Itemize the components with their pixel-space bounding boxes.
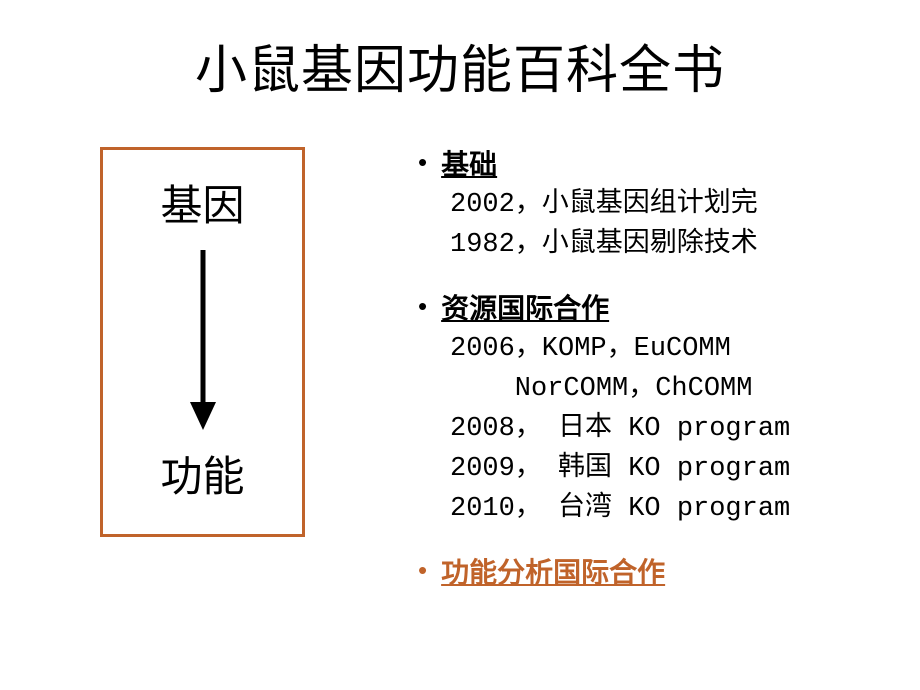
bullet-head: • 基础 (418, 143, 880, 183)
bullet-dot-icon: • (418, 287, 427, 325)
box-bottom-label: 功能 (160, 443, 244, 504)
bullet-lines: 2006，KOMP，EuCOMM NorCOMM，ChCOMM 2008， 日本… (418, 329, 880, 529)
bullet-column: • 基础 2002，小鼠基因组计划完 1982，小鼠基因剔除技术 • 资源国际合… (370, 139, 880, 613)
bullet-line: 2008， 日本 KO program (450, 409, 880, 449)
bullet-block-1: • 资源国际合作 2006，KOMP，EuCOMM NorCOMM，ChCOMM… (418, 287, 880, 529)
bullet-head: • 功能分析国际合作 (418, 551, 880, 591)
box-top-label: 基因 (160, 172, 244, 233)
bullet-line: NorCOMM，ChCOMM (450, 369, 880, 409)
bullet-line: 1982，小鼠基因剔除技术 (450, 225, 880, 265)
bullet-line: 2006，KOMP，EuCOMM (450, 329, 880, 369)
slide-title: 小鼠基因功能百科全书 (0, 0, 920, 103)
gene-function-box: 基因 功能 (100, 147, 305, 537)
bullet-block-2: • 功能分析国际合作 (418, 551, 880, 591)
bullet-title: 基础 (441, 143, 497, 183)
bullet-line: 2010， 台湾 KO program (450, 489, 880, 529)
content-area: 基因 功能 • 基础 2002，小鼠基因组计划完 1982，小鼠基因剔除技术 (0, 103, 920, 613)
diagram-column: 基因 功能 (90, 139, 370, 613)
down-arrow-icon (183, 246, 223, 431)
arrow-wrap (103, 233, 302, 443)
bullet-block-0: • 基础 2002，小鼠基因组计划完 1982，小鼠基因剔除技术 (418, 143, 880, 265)
bullet-title: 功能分析国际合作 (441, 551, 665, 591)
bullet-line: 2009， 韩国 KO program (450, 449, 880, 489)
bullet-head: • 资源国际合作 (418, 287, 880, 327)
bullet-dot-icon: • (418, 551, 427, 589)
bullet-line: 2002，小鼠基因组计划完 (450, 185, 880, 225)
bullet-lines: 2002，小鼠基因组计划完 1982，小鼠基因剔除技术 (418, 185, 880, 265)
bullet-dot-icon: • (418, 143, 427, 181)
bullet-title: 资源国际合作 (441, 287, 609, 327)
